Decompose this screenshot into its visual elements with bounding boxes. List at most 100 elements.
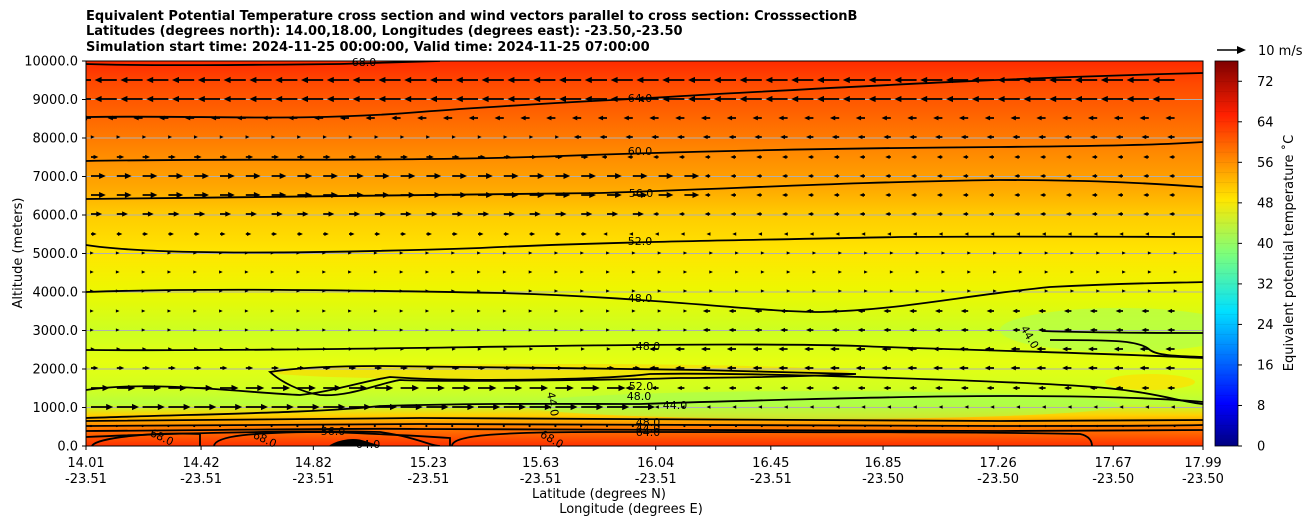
wind-vector-head (150, 191, 158, 199)
contour-label: 44.0 (544, 391, 561, 417)
wind-vector-head (657, 309, 662, 313)
wind-vector-dot (631, 424, 634, 428)
wind-vector-dot (812, 424, 815, 428)
wind-vector (1041, 405, 1046, 409)
contour-68-surface (451, 431, 1093, 446)
wind-vector (1016, 232, 1021, 236)
wind-vector-head (351, 365, 357, 371)
wind-vector-head (941, 289, 946, 293)
wind-vector (502, 251, 507, 255)
wind-vector (883, 385, 891, 391)
wind-vector (838, 424, 841, 428)
wind-vector-head (228, 172, 235, 180)
wind-vector-head (390, 403, 397, 411)
wind-vector-head (1165, 365, 1171, 371)
wind-vector-head (752, 365, 758, 371)
wind-vector-head (812, 270, 817, 274)
wind-vector-head (1117, 212, 1122, 216)
wind-vector (683, 309, 688, 313)
wind-vector-head (958, 115, 965, 121)
wind-vector (349, 191, 364, 199)
wind-vector (555, 403, 578, 411)
wind-vector (658, 191, 674, 199)
wind-vector (935, 134, 943, 140)
wind-vector (756, 174, 762, 178)
wind-vector-head (1122, 270, 1126, 274)
wind-vector-head (528, 328, 533, 332)
wind-vector-head (196, 365, 202, 371)
contour-60 (86, 141, 1203, 162)
wind-vector-head (1100, 95, 1108, 103)
wind-vector (573, 134, 582, 140)
wind-vector-head (352, 76, 360, 84)
wind-vector-head (1139, 115, 1145, 121)
wind-vector (348, 251, 352, 255)
wind-vector-head (1096, 289, 1100, 293)
wind-vector-head (322, 251, 326, 255)
wind-vector-dot (760, 424, 763, 428)
wind-vector-head (683, 328, 688, 332)
wind-vector-head (90, 270, 94, 274)
wind-vector-head (167, 251, 172, 255)
wind-vector-head (907, 365, 913, 371)
wind-vector (400, 365, 408, 371)
wind-vector-head (887, 232, 892, 236)
wind-vector (1062, 365, 1072, 371)
wind-vector-head (555, 347, 560, 351)
wind-vector-dot (502, 424, 505, 428)
contour-label: 52.0 (628, 235, 653, 248)
wind-vector-head (90, 289, 94, 293)
wind-vector (631, 289, 636, 293)
wind-vector (967, 424, 970, 428)
wind-vector-head (1018, 270, 1023, 274)
wind-vector (426, 384, 445, 392)
wind-vector-head (1126, 95, 1134, 103)
wind-vector-head (675, 346, 681, 352)
wind-vector-head (331, 191, 338, 199)
wind-vector-head (864, 289, 868, 293)
wind-vector-head (122, 211, 128, 217)
wind-vector-head (219, 347, 224, 351)
wind-vector-head (428, 365, 434, 371)
wind-vector-head (193, 289, 197, 293)
wind-vector-head (403, 154, 408, 160)
wind-vector-head (1018, 289, 1023, 293)
wind-vector-head (286, 403, 294, 411)
wind-vector (782, 174, 788, 178)
wind-vector-head (222, 154, 228, 160)
wind-vector (275, 95, 298, 103)
wind-vector-head (752, 115, 758, 121)
wind-vector (581, 403, 604, 411)
wind-vector-dot (1147, 424, 1150, 428)
wind-vector (528, 328, 533, 332)
wind-vector-head (183, 403, 191, 411)
wind-vector (651, 134, 659, 140)
wind-vector (984, 346, 994, 352)
wind-vector-head (1147, 270, 1152, 274)
wind-vector (347, 424, 351, 428)
wind-vector-head (1041, 232, 1046, 236)
wind-vector (1091, 212, 1098, 216)
wind-vector-head (915, 289, 920, 293)
wind-vector (400, 135, 405, 139)
wind-vector (322, 328, 326, 332)
wind-vector (502, 270, 507, 274)
wind-vector-head (885, 155, 890, 159)
wind-vector (935, 308, 943, 314)
y-axis: 0.01000.02000.03000.04000.05000.06000.07… (24, 55, 86, 455)
wind-vector (116, 403, 139, 411)
wind-vector (806, 308, 814, 314)
wind-vector (835, 405, 840, 409)
contour-label-text: 44.0 (636, 422, 661, 435)
wind-vector-head (638, 211, 644, 217)
y-tick-label: 8000.0 (33, 132, 79, 147)
wind-vector (270, 328, 275, 332)
wind-vector-head (657, 289, 662, 293)
wind-vector (654, 232, 659, 236)
wind-vector (938, 232, 943, 236)
wind-vector (580, 347, 585, 351)
wind-vector (172, 76, 195, 84)
wind-vector (756, 212, 762, 216)
wind-vector-dot (322, 424, 325, 428)
